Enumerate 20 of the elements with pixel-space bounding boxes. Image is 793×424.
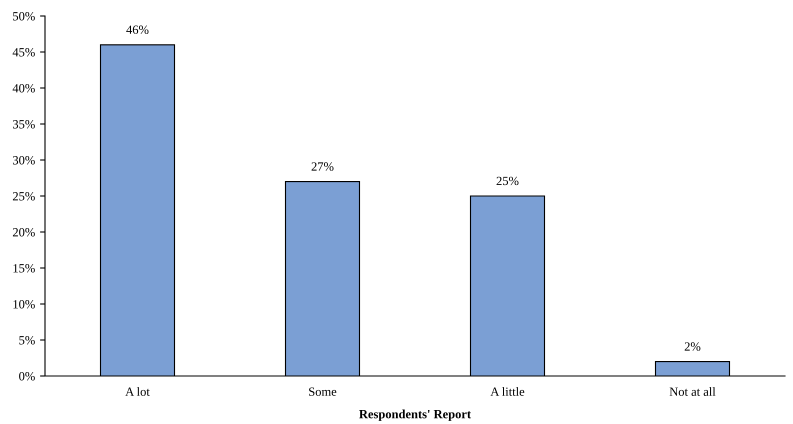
x-tick-label: Some <box>309 388 336 396</box>
y-tick-label: 25% <box>12 192 35 200</box>
y-tick-label: 5% <box>19 336 35 344</box>
y-tick-label: 30% <box>12 156 35 164</box>
y-tick-label: 40% <box>12 84 35 92</box>
data-label: 2% <box>684 342 700 351</box>
data-label: 25% <box>496 176 519 186</box>
y-tick-label: 45% <box>12 48 35 56</box>
y-tick-label: 20% <box>12 228 35 236</box>
y-tick-label: 50% <box>13 12 35 20</box>
x-tick-label: A little <box>490 387 524 396</box>
y-tick-label: 10% <box>13 300 35 308</box>
x-axis-title: Respondents' Report <box>359 410 472 421</box>
y-tick-label: 0% <box>19 372 35 380</box>
data-label: 27% <box>312 162 334 171</box>
x-tick-label: Not at all <box>670 387 716 396</box>
x-tick-label: A lot <box>125 387 150 396</box>
data-label: 46% <box>126 25 149 34</box>
y-tick-label: 15% <box>13 264 35 272</box>
y-tick-label: 35% <box>12 120 35 128</box>
